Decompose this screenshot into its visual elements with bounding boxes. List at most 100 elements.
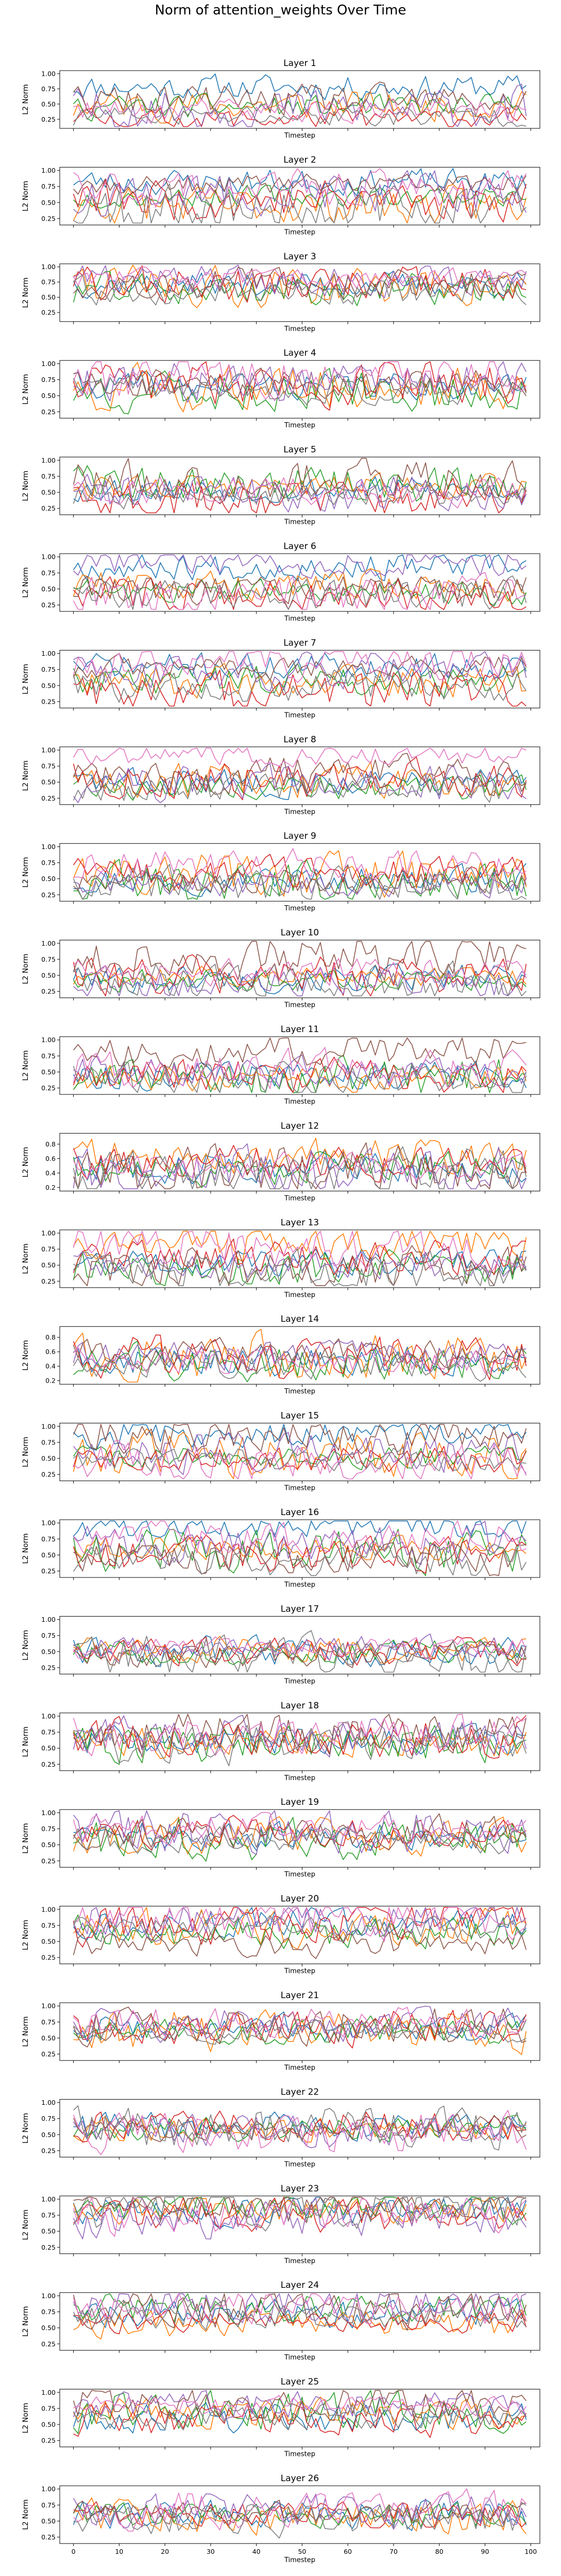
x-tick-label: 100 [524, 2548, 537, 2555]
series-line-2 [73, 2396, 526, 2431]
y-tick-label: 0.75 [41, 472, 56, 480]
y-tick-label: 0.50 [41, 1938, 56, 1946]
x-axis-label: Timestep [284, 519, 315, 526]
axes-frame [59, 263, 540, 322]
y-axis-label: L2 Norm [22, 374, 30, 405]
series-line-7 [73, 168, 527, 208]
x-axis-label: Timestep [284, 1485, 315, 1492]
series-line-7 [73, 958, 527, 987]
series-line-7 [73, 98, 526, 124]
series-line-7 [73, 2007, 527, 2040]
y-tick-label: 0.8 [45, 1140, 56, 1148]
series-line-8 [73, 1061, 527, 1093]
x-axis-label: Timestep [284, 1388, 315, 1395]
y-tick-label: 0.50 [41, 1551, 56, 1559]
series-line-4 [73, 477, 527, 513]
series-line-5 [73, 1521, 526, 1566]
series-line-5 [73, 1340, 526, 1371]
series-line-8 [73, 1825, 526, 1854]
panel-layer-10: Layer 10 L2 Norm 0.25 0.50 0.75 1.00 Timestep [22, 928, 540, 1009]
y-tick-label: 0.25 [41, 2243, 56, 2251]
series-line-1 [73, 2402, 527, 2434]
series-line-7 [73, 1714, 526, 1756]
y-axis-label: L2 Norm [22, 954, 30, 984]
x-axis-label: Timestep [284, 1677, 315, 1685]
y-axis-label: L2 Norm [22, 2113, 30, 2143]
y-tick-label: 1.00 [41, 263, 56, 271]
panel-title: Layer 5 [283, 445, 316, 455]
series-line-3 [73, 185, 526, 209]
y-tick-label: 0.75 [41, 2404, 56, 2412]
y-axis-label: L2 Norm [22, 2016, 30, 2047]
x-axis-label: Timestep [284, 422, 315, 429]
axes-frame [59, 1326, 540, 1385]
series-line-2 [73, 1231, 527, 1262]
series-line-4 [73, 1334, 527, 1381]
series-line-1 [73, 2111, 526, 2142]
axes-frame [59, 746, 540, 805]
panel-layer-3: Layer 3 L2 Norm 0.25 0.50 0.75 1.00 Timestep [22, 252, 540, 333]
series-line-6 [73, 753, 527, 796]
series-line-5 [73, 2293, 526, 2323]
series-line-7 [73, 2197, 526, 2237]
panel-title: Layer 16 [281, 1507, 319, 1518]
y-axis-label: L2 Norm [22, 1920, 30, 1950]
x-axis-label: Timestep [284, 228, 315, 236]
y-tick-label: 0.75 [41, 2115, 56, 2122]
series-line-1 [73, 1060, 527, 1092]
series-line-8 [73, 274, 526, 306]
series-line-3 [73, 578, 527, 607]
series-line-4 [73, 179, 527, 223]
y-tick-label: 0.50 [41, 198, 56, 206]
y-tick-label: 1.00 [41, 70, 56, 77]
series-line-8 [73, 575, 527, 610]
series-line-7 [73, 1520, 526, 1557]
series-line-5 [73, 170, 527, 217]
series-line-2 [73, 362, 526, 412]
y-axis-label: L2 Norm [22, 1823, 30, 1854]
series-line-8 [73, 183, 526, 224]
x-axis-label: Timestep [284, 1194, 315, 1202]
panel-layer-20: Layer 20 L2 Norm 0.25 0.50 0.75 1.00 Timestep [22, 1894, 540, 1975]
panel-layer-6: Layer 6 L2 Norm 0.25 0.50 0.75 1.00 Timestep [22, 541, 540, 623]
y-tick-label: 0.50 [41, 585, 56, 593]
panel-title: Layer 9 [283, 831, 316, 841]
series-line-5 [73, 1432, 527, 1475]
series-line-1 [73, 1723, 526, 1755]
series-line-7 [73, 1440, 527, 1480]
panel-layer-14: Layer 14 L2 Norm 0.2 0.4 0.6 0.8 Timestep [22, 1314, 540, 1395]
series-line-7 [73, 848, 526, 882]
series-line-4 [73, 2009, 527, 2049]
axes-frame [59, 1229, 540, 1288]
y-tick-label: 0.50 [41, 2034, 56, 2042]
panel-layer-17: Layer 17 L2 Norm 0.25 0.50 0.75 1.00 Timestep [22, 1604, 540, 1685]
x-tick-label: 80 [435, 2548, 444, 2555]
figure-title: Norm of attention_weights Over Time [155, 3, 406, 18]
x-tick-label: 90 [481, 2548, 489, 2555]
panel-layer-23: Layer 23 L2 Norm 0.25 0.50 0.75 1.00 Timestep [22, 2184, 540, 2265]
y-axis-label: L2 Norm [22, 2403, 30, 2433]
series-line-8 [73, 2105, 527, 2151]
y-tick-label: 1.00 [41, 553, 56, 561]
y-tick-label: 0.25 [41, 214, 56, 222]
y-tick-label: 0.75 [41, 1535, 56, 1543]
series-line-3 [73, 368, 527, 414]
y-tick-label: 0.25 [41, 988, 56, 995]
series-line-7 [73, 2395, 527, 2418]
panel-title: Layer 1 [283, 58, 316, 69]
series-line-2 [73, 2497, 527, 2536]
series-line-6 [73, 81, 527, 116]
y-tick-label: 0.50 [41, 972, 56, 979]
panel-title: Layer 26 [281, 2473, 319, 2484]
y-tick-label: 0.25 [41, 1567, 56, 1575]
panel-layer-18: Layer 18 L2 Norm 0.25 0.50 0.75 1.00 Timestep [22, 1701, 540, 1782]
y-tick-label: 0.75 [41, 955, 56, 963]
series-line-5 [73, 872, 527, 899]
y-axis-label: L2 Norm [22, 857, 30, 888]
panel-layer-19: Layer 19 L2 Norm 0.25 0.50 0.75 1.00 Timestep [22, 1797, 540, 1879]
panel-layer-25: Layer 25 L2 Norm 0.25 0.50 0.75 1.00 Timestep [22, 2377, 540, 2458]
axes-frame [59, 2292, 540, 2351]
y-axis-label: L2 Norm [22, 1630, 30, 1660]
axes-frame [59, 940, 540, 999]
y-tick-label: 0.4 [45, 1362, 56, 1370]
